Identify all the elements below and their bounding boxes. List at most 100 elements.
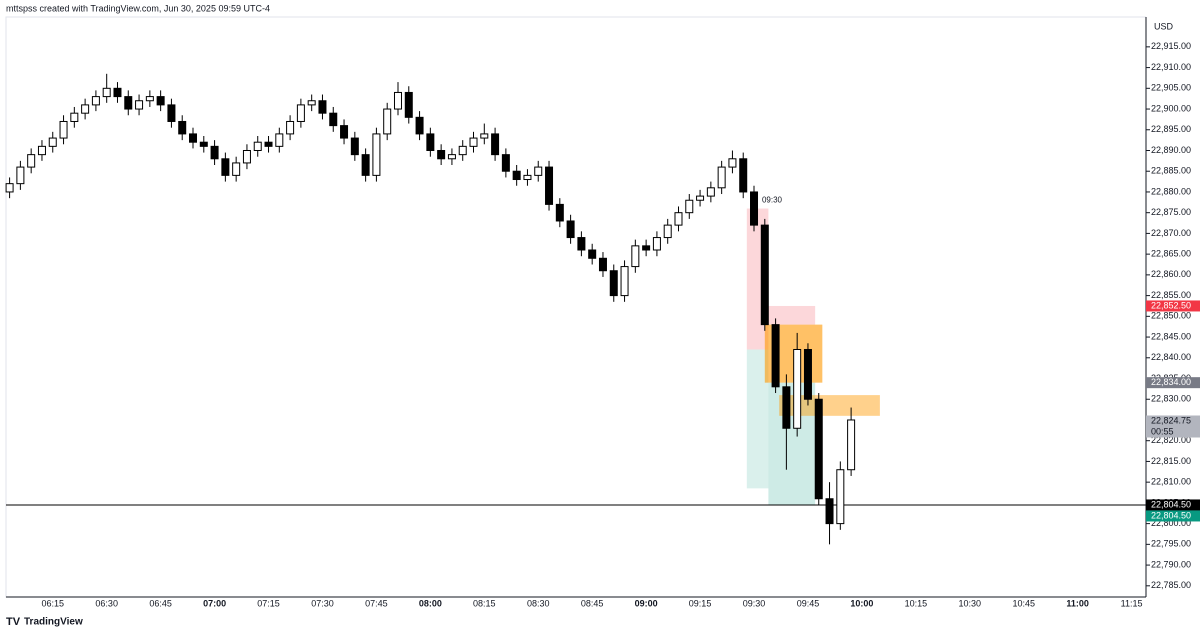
zone: [764, 305, 816, 325]
y-tick-label: 22,865.00: [1151, 249, 1191, 259]
candle-body: [210, 145, 219, 160]
candle-body: [253, 141, 262, 151]
candle-body: [426, 133, 435, 151]
plot: 09:30 06:15 06:30 06:45 07:00 07:15 07:30 07:45…: [5, 0, 1200, 612]
zone: [746, 349, 769, 489]
x-tick-label: 10:30: [959, 598, 982, 608]
y-tick-label: 22,900.00: [1151, 103, 1191, 113]
annotation: 09:30: [762, 195, 783, 204]
candle-body: [275, 133, 284, 147]
y-tick-label: 22,785.00: [1151, 580, 1191, 590]
candle-body: [836, 469, 845, 525]
candle-body: [814, 398, 823, 500]
price-tag: [1146, 300, 1200, 312]
y-tick-label: 22,905.00: [1151, 83, 1191, 93]
price-tag-label: 22,804.50: [1151, 510, 1191, 520]
y-tick-label: 22,915.00: [1151, 41, 1191, 51]
candle-body: [329, 112, 338, 127]
candle-body: [189, 133, 198, 143]
y-tick-label: 22,830.00: [1151, 394, 1191, 404]
x-tick-label: 11:15: [1121, 598, 1143, 608]
y-tick-label: 22,790.00: [1151, 559, 1191, 569]
candle-body: [447, 154, 456, 160]
x-tick-label: 10:45: [1012, 598, 1035, 608]
price-tag-countdown: 00:55: [1151, 426, 1174, 436]
x-tick-label: 06:15: [41, 598, 64, 608]
candle-body: [296, 104, 305, 122]
header: mttspss created with TradingView.com, Ju…: [6, 3, 270, 13]
x-tick-label: 09:30: [743, 598, 766, 608]
candle-body: [37, 145, 46, 156]
logo: TV: [6, 616, 21, 628]
candle-body: [307, 100, 316, 106]
candle-body: [728, 158, 737, 168]
candle-body: [81, 104, 90, 114]
candle-body: [512, 170, 521, 181]
candle-body: [652, 237, 661, 251]
candle-body: [577, 237, 586, 251]
x-tick-label: 09:15: [689, 598, 712, 608]
candle-body: [501, 154, 510, 172]
candle-body: [383, 108, 392, 135]
x-tick-label: 06:45: [149, 598, 172, 608]
x-tick-label: 07:15: [257, 598, 280, 608]
price-tag-label: 22,824.75: [1151, 415, 1191, 425]
x-tick-label: 07:30: [311, 598, 334, 608]
y-tick-label: 22,810.00: [1151, 477, 1191, 487]
candle-body: [480, 133, 489, 139]
candle-body: [803, 348, 812, 400]
candle-body: [631, 245, 640, 268]
candle-body: [178, 120, 187, 135]
candle-body: [782, 386, 791, 429]
y-tick-label: 22,870.00: [1151, 228, 1191, 238]
y-tick-label: 22,840.00: [1151, 352, 1191, 362]
candle-body: [59, 120, 68, 139]
candle-body: [566, 220, 575, 239]
candle-body: [760, 224, 769, 326]
y-tick-label: 22,860.00: [1151, 269, 1191, 279]
candle-body: [361, 154, 370, 176]
candle-body: [415, 116, 424, 135]
candle-body: [717, 166, 726, 189]
candle-body: [5, 183, 14, 193]
candle-body: [609, 270, 618, 297]
candle-body: [124, 96, 133, 110]
y-tick-label: 22,885.00: [1151, 166, 1191, 176]
candle-body: [70, 112, 79, 122]
y-tick-label: 22,875.00: [1151, 207, 1191, 217]
candle-body: [663, 224, 672, 239]
price-tag-label: 22,804.50: [1151, 499, 1191, 509]
candle-body: [350, 137, 359, 156]
candle-body: [372, 133, 381, 176]
candle-body: [318, 100, 327, 114]
price-tag: [1146, 377, 1200, 389]
x-tick-label: 08:45: [581, 598, 604, 608]
candle-body: [534, 166, 543, 176]
x-tick-label: 07:45: [365, 598, 388, 608]
price-tag: [1146, 499, 1200, 511]
candle-body: [545, 166, 554, 205]
price-tag-label: 22,834.00: [1151, 377, 1191, 387]
candle-body: [598, 257, 607, 272]
candle-body: [523, 174, 532, 181]
candle-body: [393, 91, 402, 110]
candle-body: [27, 154, 36, 168]
footer: TradingView: [24, 617, 83, 628]
y-tick-label: 22,910.00: [1151, 62, 1191, 72]
candle-body: [340, 125, 349, 139]
y-tick-label: 22,890.00: [1151, 145, 1191, 155]
y-tick-label: 22,895.00: [1151, 124, 1191, 134]
x-tick-label: 09:45: [797, 598, 820, 608]
zone: [779, 395, 880, 416]
candle-body: [16, 166, 25, 185]
candle-body: [674, 212, 683, 226]
y-tick-label: 22,815.00: [1151, 456, 1191, 466]
currency: USD: [1154, 21, 1174, 31]
candle-body: [102, 87, 111, 98]
candle-body: [491, 133, 500, 156]
candle-body: [167, 104, 176, 122]
x-tick-label: 08:15: [473, 598, 496, 608]
candle-body: [825, 498, 834, 525]
candle-body: [771, 324, 780, 388]
